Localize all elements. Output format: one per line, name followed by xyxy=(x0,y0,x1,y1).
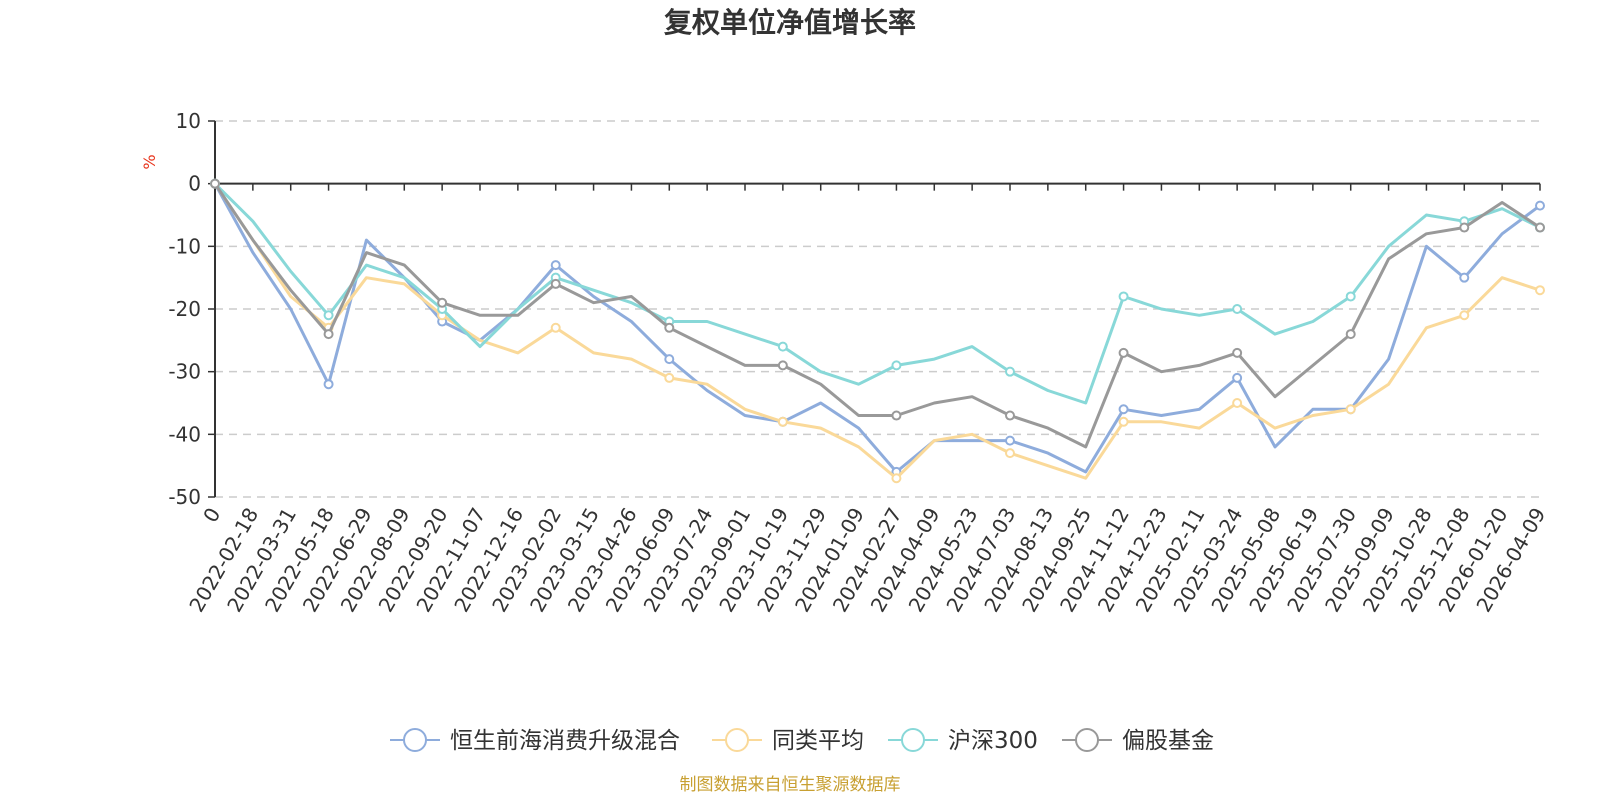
data-point xyxy=(777,416,788,427)
legend-label: 沪深300 xyxy=(948,728,1038,754)
data-point xyxy=(550,322,561,333)
data-point xyxy=(664,372,675,383)
series-line xyxy=(213,182,1541,474)
data-point xyxy=(550,278,561,289)
data-point xyxy=(777,360,788,371)
data-point xyxy=(891,410,902,421)
data-point xyxy=(1118,291,1129,302)
data-point xyxy=(1345,329,1356,340)
series-line xyxy=(213,182,1541,449)
y-tick-label: -40 xyxy=(168,422,201,446)
data-point xyxy=(1118,347,1129,358)
legend-marker xyxy=(1075,728,1099,752)
y-tick-label: -30 xyxy=(168,360,201,384)
data-point xyxy=(891,360,902,371)
data-point xyxy=(1118,404,1129,415)
y-tick-label: 10 xyxy=(176,109,201,133)
data-point xyxy=(1459,272,1470,283)
data-point xyxy=(1345,404,1356,415)
data-point xyxy=(1232,347,1243,358)
grid-lines xyxy=(215,120,1540,498)
data-point xyxy=(1459,310,1470,321)
data-point xyxy=(1345,291,1356,302)
legend-item[interactable]: 同类平均 xyxy=(712,728,864,754)
data-point xyxy=(1005,435,1015,446)
legend-marker xyxy=(403,728,427,752)
data-source-note: 制图数据来自恒生聚源数据库 xyxy=(680,775,901,795)
data-point xyxy=(1118,416,1129,427)
y-axis-ticks: 10 0 -10 -20 -30 -40 -50 xyxy=(168,109,215,509)
data-point xyxy=(1005,366,1015,377)
data-point xyxy=(323,329,334,340)
y-axis-unit: % xyxy=(140,154,159,169)
data-point xyxy=(891,473,902,484)
data-point xyxy=(210,178,220,189)
data-point xyxy=(1535,285,1545,296)
data-point xyxy=(1232,398,1243,408)
x-axis-ticks: 02022-02-182022-03-312022-05-182022-06-2… xyxy=(184,183,1550,616)
legend-marker xyxy=(725,728,749,752)
legend-label: 偏股基金 xyxy=(1122,728,1214,754)
data-point xyxy=(1232,372,1243,383)
x-tick-label: 0 xyxy=(198,504,225,527)
y-tick-label: -10 xyxy=(168,234,201,258)
series-line xyxy=(213,182,1541,480)
data-point xyxy=(777,341,788,352)
chart-title: 复权单位净值增长率 xyxy=(664,6,916,39)
y-tick-label: 0 xyxy=(188,172,201,196)
data-point xyxy=(323,379,334,390)
data-point xyxy=(1005,410,1015,421)
data-point xyxy=(664,354,675,365)
legend-label: 恒生前海消费升级混合 xyxy=(450,728,680,754)
data-point xyxy=(1535,222,1545,233)
data-point xyxy=(323,310,334,321)
series-line xyxy=(213,182,1541,405)
data-point xyxy=(437,297,448,308)
series-lines xyxy=(210,178,1545,484)
legend-item[interactable]: 恒生前海消费升级混合 xyxy=(390,728,680,754)
data-point xyxy=(550,260,561,271)
data-point xyxy=(1005,448,1015,459)
legend-label: 同类平均 xyxy=(772,728,864,754)
data-point xyxy=(664,322,675,333)
data-point xyxy=(1459,222,1470,233)
data-point xyxy=(1535,200,1545,211)
legend[interactable]: 恒生前海消费升级混合 同类平均 沪深300 偏股基金 xyxy=(390,728,1214,754)
legend-marker xyxy=(901,728,925,752)
data-point xyxy=(1232,304,1243,314)
y-tick-label: -20 xyxy=(168,297,201,321)
legend-item[interactable]: 偏股基金 xyxy=(1062,728,1214,754)
legend-item[interactable]: 沪深300 xyxy=(888,728,1038,754)
y-tick-label: -50 xyxy=(168,485,201,509)
